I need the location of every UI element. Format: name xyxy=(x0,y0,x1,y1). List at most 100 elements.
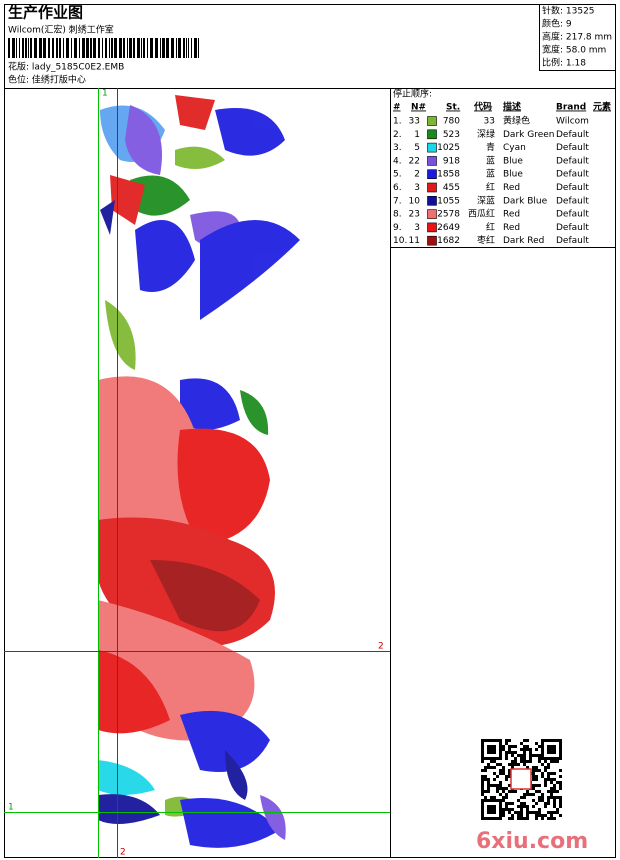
qr-module xyxy=(541,739,544,742)
qr-module xyxy=(553,787,556,790)
qr-module xyxy=(556,739,559,742)
qr-module xyxy=(508,763,511,766)
qr-module xyxy=(484,769,487,772)
qr-module xyxy=(526,811,529,814)
description: Red xyxy=(503,183,520,193)
qr-module xyxy=(550,811,553,814)
qr-module xyxy=(547,778,550,781)
qr-module xyxy=(529,793,532,796)
qr-module xyxy=(514,751,517,754)
qr-module xyxy=(550,793,553,796)
qr-module xyxy=(502,772,505,775)
qr-module xyxy=(547,745,550,748)
qr-module xyxy=(493,817,496,820)
qr-module xyxy=(493,751,496,754)
bar-stripe xyxy=(178,38,181,58)
qr-module xyxy=(529,754,532,757)
qr-module xyxy=(481,787,484,790)
qr-module xyxy=(544,739,547,742)
bar-stripe xyxy=(111,38,113,58)
qr-module xyxy=(481,784,484,787)
code: 枣红 xyxy=(477,234,495,246)
needle: 2 xyxy=(414,170,420,180)
row-number: 10. xyxy=(393,236,407,246)
qr-module xyxy=(499,769,502,772)
code: 蓝 xyxy=(486,154,495,166)
bar-stripe xyxy=(105,38,107,58)
qr-module xyxy=(511,790,514,793)
qr-module xyxy=(487,763,490,766)
qr-module xyxy=(499,808,502,811)
qr-module xyxy=(508,784,511,787)
qr-module xyxy=(538,790,541,793)
column-header: St. xyxy=(446,103,460,113)
qr-module xyxy=(544,814,547,817)
column-header: Brand xyxy=(556,103,586,113)
qr-module xyxy=(496,763,499,766)
bar-stripe xyxy=(198,38,199,58)
guide-label: 2 xyxy=(378,642,384,652)
qr-module xyxy=(487,781,490,784)
qr-module xyxy=(523,802,526,805)
qr-module xyxy=(550,787,553,790)
studio: Wilcom(汇宏) 刺绣工作室 xyxy=(8,24,114,36)
qr-module xyxy=(496,784,499,787)
qr-module xyxy=(550,760,553,763)
qr-module xyxy=(520,817,523,820)
qr-module xyxy=(496,817,499,820)
qr-module xyxy=(508,751,511,754)
code: 青 xyxy=(486,141,495,153)
qr-module xyxy=(523,748,526,751)
design-file: 花版: lady_5185C0E2.EMB xyxy=(8,61,124,73)
qr-module xyxy=(529,757,532,760)
qr-module xyxy=(556,811,559,814)
qr-module xyxy=(520,748,523,751)
qr-module xyxy=(484,766,487,769)
qr-module xyxy=(496,790,499,793)
bar-stripe xyxy=(133,38,135,58)
qr-module xyxy=(505,751,508,754)
qr-module xyxy=(553,802,556,805)
brand: Default xyxy=(556,156,589,166)
qr-module xyxy=(493,745,496,748)
watermark: 6xiu.com xyxy=(476,829,588,854)
qr-module xyxy=(487,811,490,814)
table-title: 停止顺序: xyxy=(393,88,432,100)
qr-module xyxy=(493,796,496,799)
qr-module xyxy=(541,817,544,820)
qr-module xyxy=(481,814,484,817)
qr-module xyxy=(481,778,484,781)
qr-module xyxy=(553,757,556,760)
qr-module xyxy=(541,772,544,775)
color-swatch xyxy=(427,235,437,246)
qr-module xyxy=(508,790,511,793)
qr-module xyxy=(535,742,538,745)
qr-module xyxy=(505,775,508,778)
bar-stripe xyxy=(183,38,185,58)
qr-module xyxy=(481,790,484,793)
qr-module xyxy=(535,754,538,757)
bar-stripe xyxy=(74,38,77,58)
title: 生产作业图 xyxy=(8,4,83,22)
color-swatch xyxy=(427,182,437,193)
color-swatch xyxy=(427,156,437,166)
qr-module xyxy=(544,784,547,787)
qr-module xyxy=(520,757,523,760)
qr-module xyxy=(487,799,490,802)
qr-module xyxy=(538,760,541,763)
qr-module xyxy=(547,802,550,805)
qr-module xyxy=(508,817,511,820)
qr-module xyxy=(499,751,502,754)
description: Blue xyxy=(503,170,523,180)
qr-module xyxy=(493,808,496,811)
bar-stripe xyxy=(191,38,192,58)
row-number: 1. xyxy=(393,117,402,127)
row-number: 4. xyxy=(393,156,402,166)
qr-module xyxy=(508,748,511,751)
qr-module xyxy=(490,817,493,820)
qr-module xyxy=(481,745,484,748)
row-number: 8. xyxy=(393,210,402,220)
qr-module xyxy=(493,772,496,775)
qr-module xyxy=(523,760,526,763)
qr-module xyxy=(505,787,508,790)
